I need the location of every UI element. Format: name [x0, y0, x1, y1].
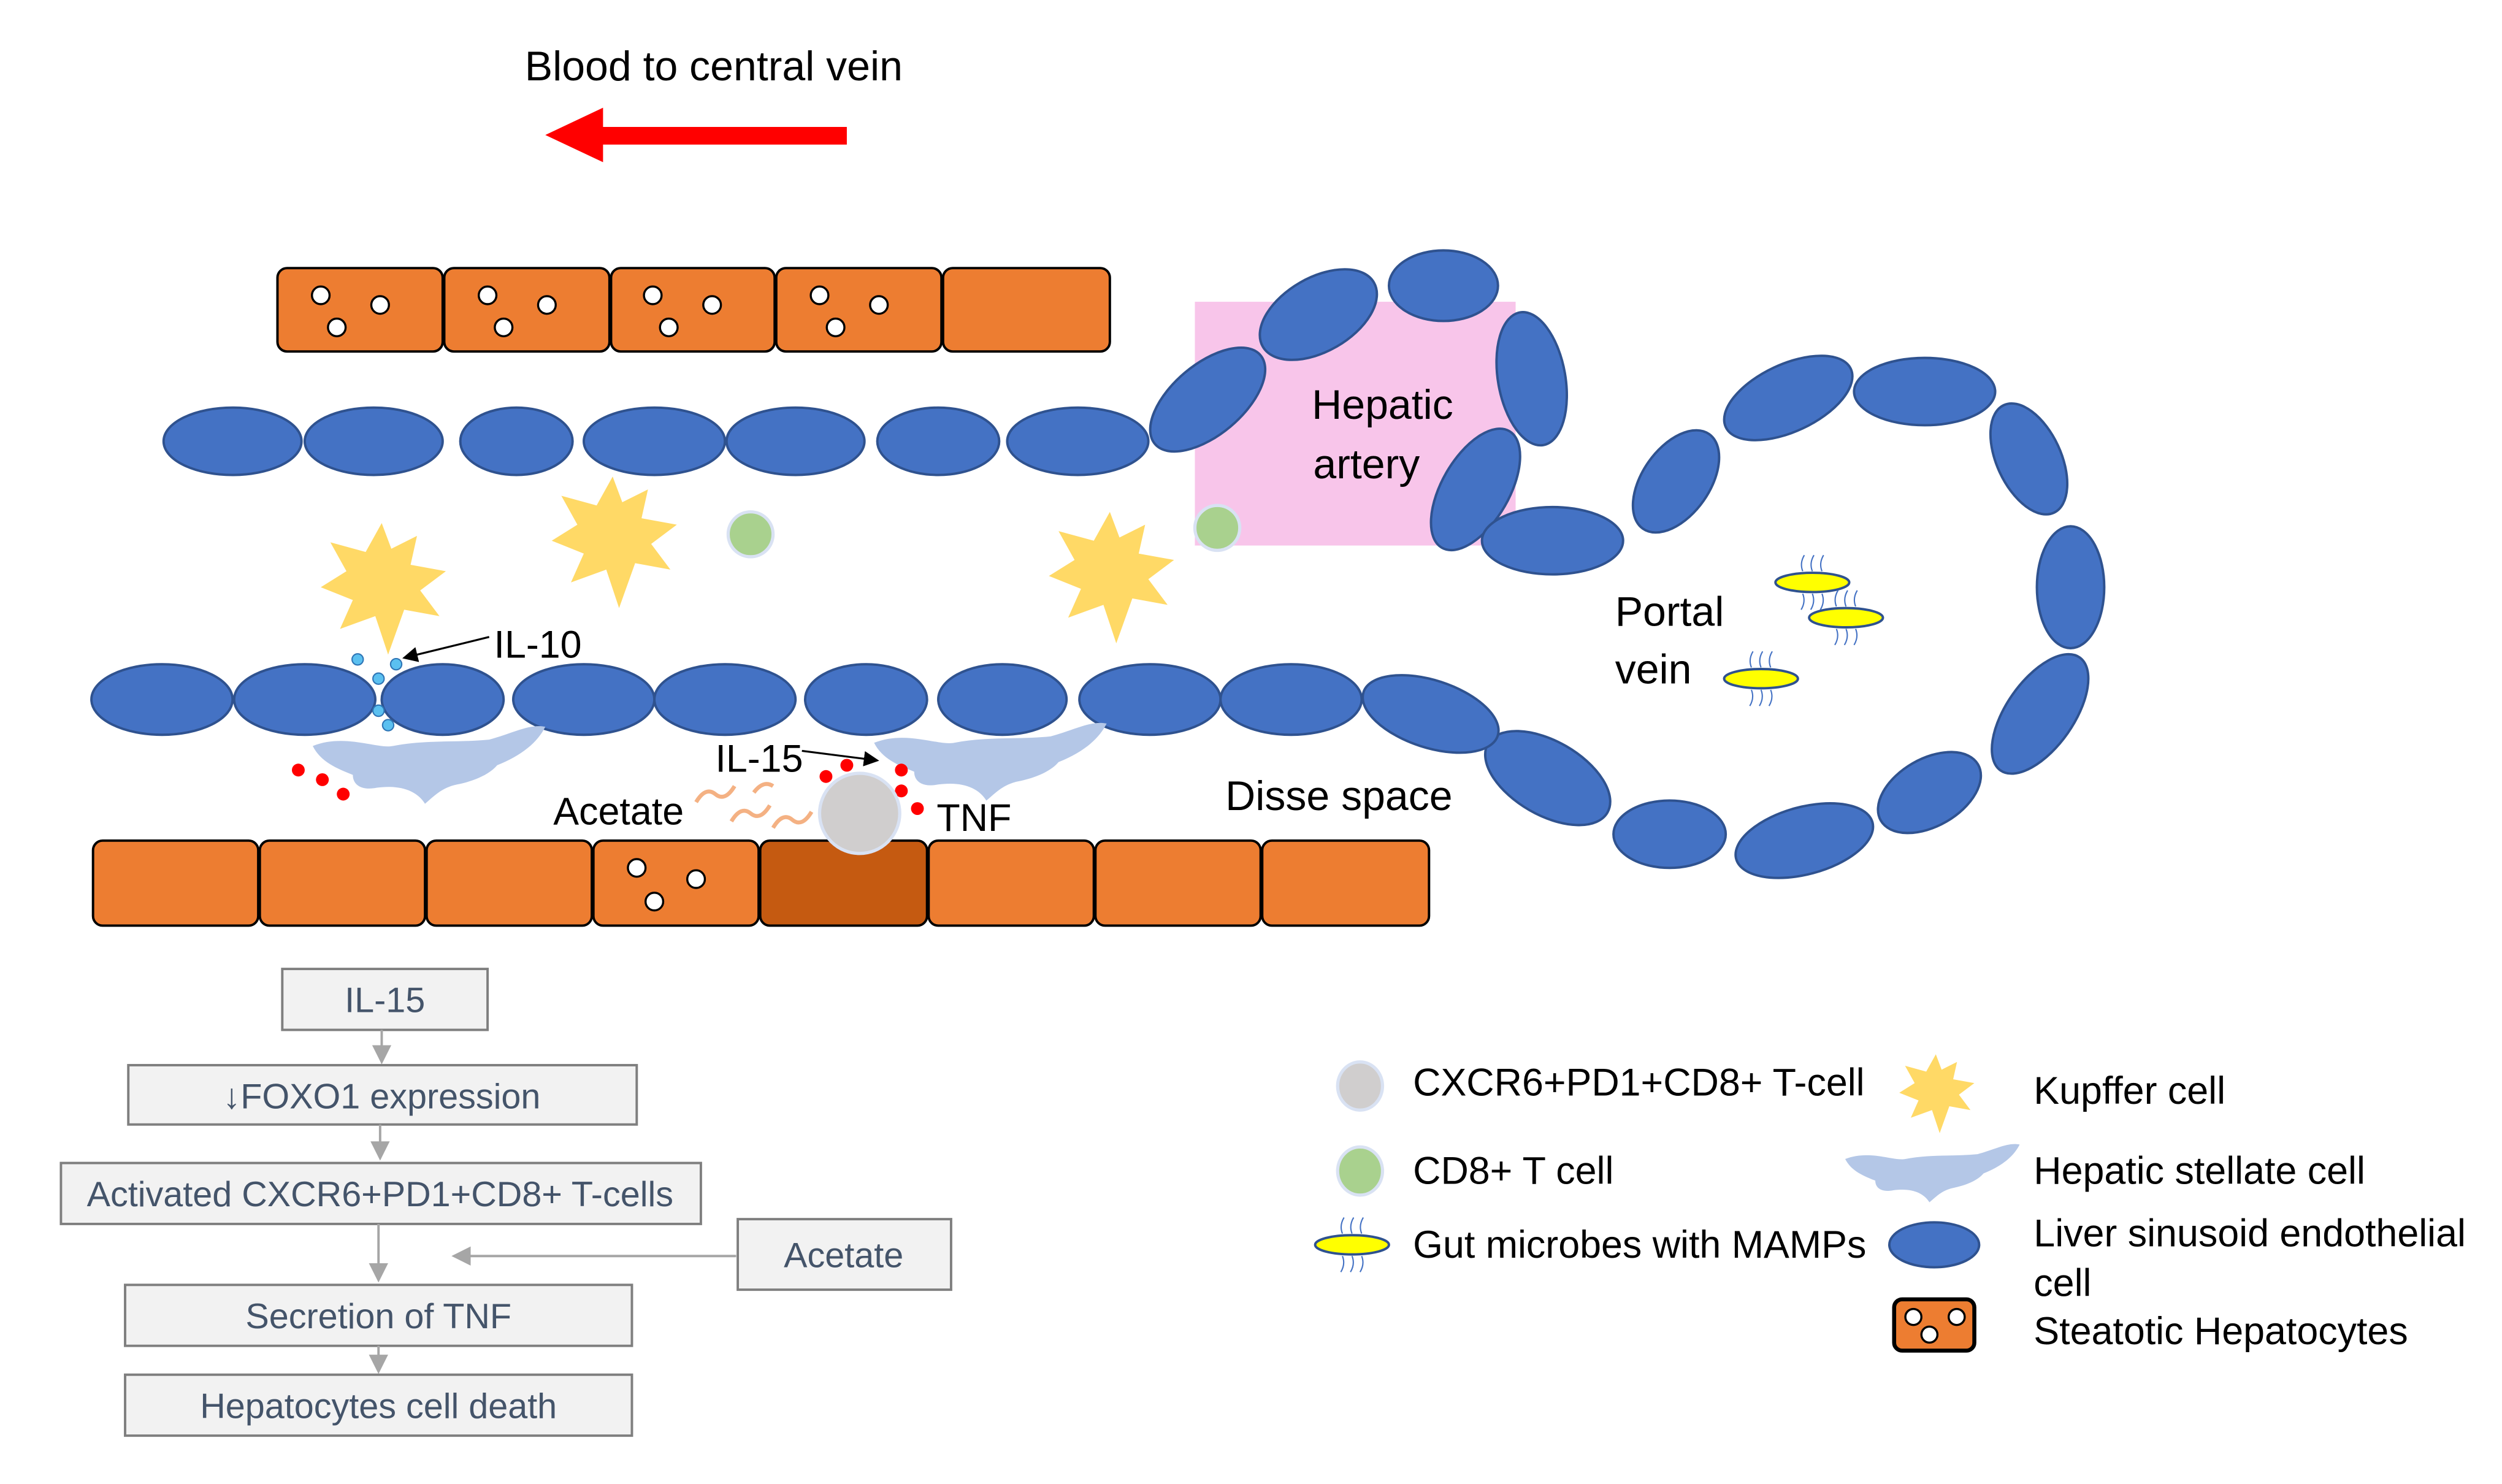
flow-side-acetate: Acetate: [784, 1236, 903, 1276]
legend-label: CD8+ T cell: [1413, 1150, 1613, 1193]
pathway-flowchart: IL-15 ↓FOXO1 expression Activated CXCR6+…: [59, 968, 952, 1437]
legend-label: Steatotic Hepatocytes: [2033, 1310, 2408, 1353]
flow-step-cell-death: Hepatocytes cell death: [200, 1386, 557, 1426]
il10-molecules: [351, 653, 403, 732]
legend-endothelial-icon: [1888, 1221, 1981, 1269]
hepatic-artery-label: Hepatic: [1312, 381, 1453, 428]
portal-vein-ring: [1361, 354, 2106, 879]
legend-label: Liver sinusoid endothelial: [2033, 1212, 2466, 1255]
kupffer-cell-icon: [321, 523, 446, 655]
legend-label: Kupffer cell: [2033, 1069, 2225, 1112]
legend-tcell-icon: [1336, 1060, 1385, 1112]
cxcr6-t-cell-icon: [817, 771, 901, 855]
kupffer-cell-icon: [1049, 511, 1174, 644]
legend-label: Gut microbes with MAMPs: [1413, 1223, 1866, 1266]
flow-direction-title: Blood to central vein: [525, 43, 903, 90]
legend-label: Hepatic stellate cell: [2033, 1150, 2365, 1193]
flow-step-activated-tcells: Activated CXCR6+PD1+CD8+ T-cells: [87, 1175, 673, 1214]
red-arrow-icon: [545, 107, 847, 163]
kupffer-cell-icon: [551, 476, 677, 608]
acetate-molecules: [694, 782, 814, 829]
portal-vein-label: Portal: [1615, 588, 1724, 635]
legend-cd8-icon: [1336, 1145, 1385, 1197]
bottom-endothelial-row: [90, 663, 1363, 736]
cd8-t-cell-icon: [726, 510, 775, 559]
flow-step-foxo1: ↓FOXO1 expression: [223, 1077, 541, 1117]
acetate-label: Acetate: [553, 790, 684, 833]
top-hepatocyte-row: [276, 267, 1111, 353]
legend-hepatocyte-icon: [1892, 1297, 1976, 1353]
flow-step-tnf: Secretion of TNF: [245, 1297, 511, 1336]
il10-label: IL-10: [494, 624, 582, 667]
legend-microbe-icon: [1314, 1216, 1390, 1274]
gut-microbe-icon: [1808, 589, 1884, 646]
gut-microbe-icon: [1774, 554, 1851, 611]
portal-vein-label-2: vein: [1615, 646, 1692, 693]
legend-stellate-icon: [1845, 1144, 2020, 1203]
tnf-label: TNF: [936, 797, 1011, 840]
tnf-molecules: [292, 759, 924, 815]
flow-step-il15: IL-15: [345, 981, 425, 1020]
top-endothelial-row: [162, 249, 1624, 576]
legend-label: CXCR6+PD1+CD8+ T-cell: [1413, 1061, 1864, 1104]
disse-space-label: Disse space: [1225, 773, 1452, 819]
legend: CXCR6+PD1+CD8+ T-cell CD8+ T cell Gut mi…: [1314, 1054, 2466, 1353]
cd8-t-cell-icon: [1193, 503, 1242, 553]
gut-microbe-icon: [1723, 650, 1799, 708]
bottom-hepatocyte-row: [91, 839, 1431, 927]
legend-kupffer-icon: [1899, 1054, 1975, 1133]
legend-label: cell: [2033, 1262, 2091, 1305]
il15-label: IL-15: [715, 737, 803, 780]
hepatic-artery-label-2: artery: [1313, 441, 1420, 488]
